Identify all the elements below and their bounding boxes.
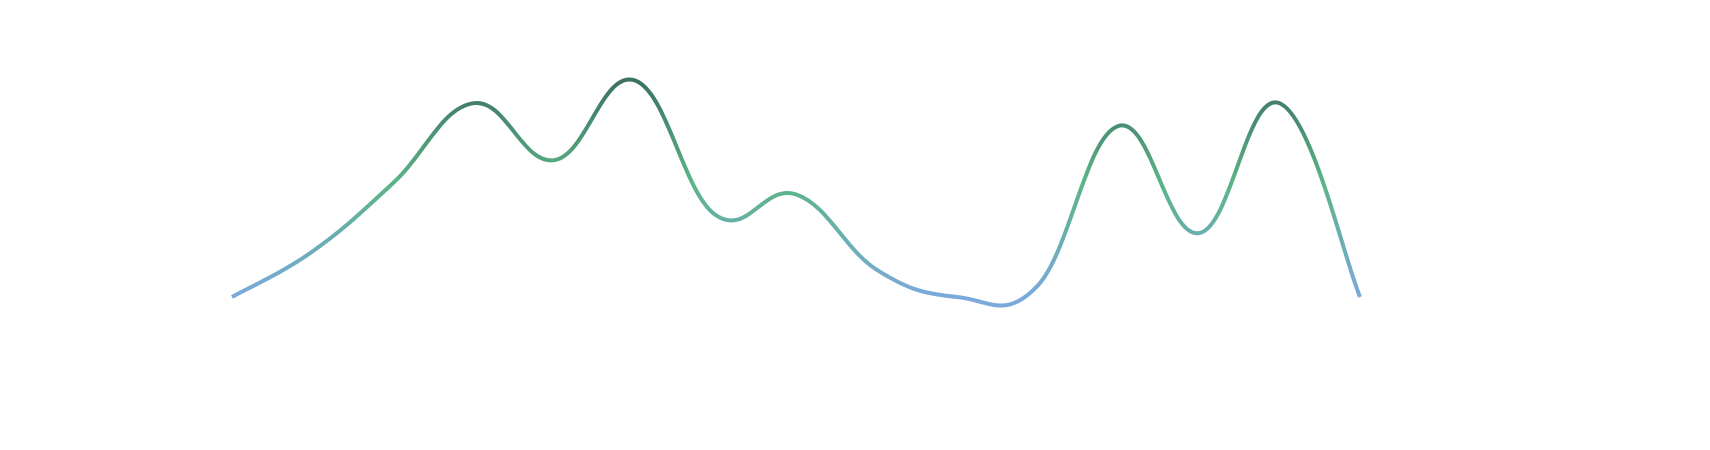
line bbox=[231, 77, 1362, 308]
